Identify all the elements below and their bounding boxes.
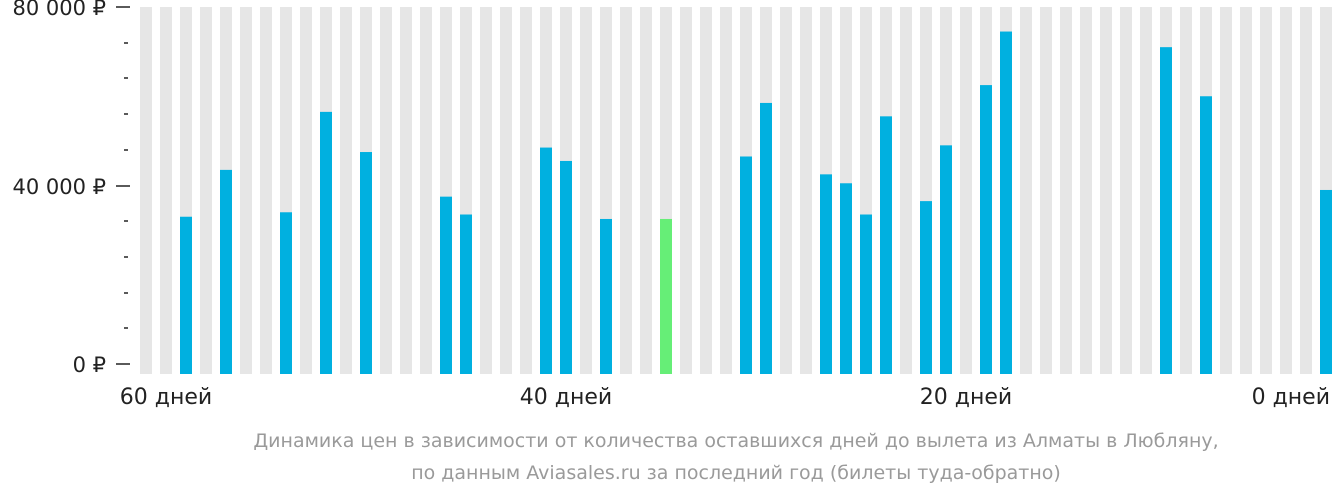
- background-bar: [700, 7, 712, 374]
- price-bar: [1000, 31, 1012, 374]
- x-tick-label: 40 дней: [520, 385, 612, 410]
- background-bar: [960, 7, 972, 374]
- price-bar: [180, 216, 192, 374]
- y-tick-label: 80 000 ₽: [12, 0, 106, 20]
- background-bar: [1060, 7, 1072, 374]
- background-bar: [1240, 7, 1252, 374]
- price-bar: [760, 102, 772, 374]
- price-bar: [600, 218, 612, 374]
- background-bar: [420, 7, 432, 374]
- background-bar: [300, 7, 312, 374]
- background-bar: [1080, 7, 1092, 374]
- price-bar: [840, 183, 852, 374]
- background-bar: [1300, 7, 1312, 374]
- price-bar: [860, 214, 872, 374]
- background-bar: [380, 7, 392, 374]
- price-bar: [1160, 47, 1172, 374]
- x-tick-label: 0 дней: [1252, 385, 1330, 410]
- background-bar: [1120, 7, 1132, 374]
- price-bars: [180, 31, 1332, 375]
- price-bar: [440, 196, 452, 374]
- background-bar: [1140, 7, 1152, 374]
- background-bar: [340, 7, 352, 374]
- background-bar: [200, 7, 212, 374]
- background-bar: [720, 7, 732, 374]
- x-tick-label: 20 дней: [920, 385, 1012, 410]
- background-bar: [1180, 7, 1192, 374]
- background-bar: [140, 7, 152, 374]
- background-bar: [1280, 7, 1292, 374]
- background-bar: [1020, 7, 1032, 374]
- y-tick-label: 0 ₽: [73, 353, 106, 377]
- price-bar: [740, 156, 752, 374]
- background-bar: [1220, 7, 1232, 374]
- x-axis: 60 дней 40 дней 20 дней 0 дней: [120, 385, 1330, 410]
- background-bar: [480, 7, 492, 374]
- chart-caption-line-1: Динамика цен в зависимости от количества…: [253, 430, 1219, 452]
- price-bar: [280, 212, 292, 374]
- background-bar: [900, 7, 912, 374]
- background-bar: [500, 7, 512, 374]
- price-bar-highlight: [660, 218, 672, 374]
- price-bar: [320, 111, 332, 375]
- price-bar: [1320, 189, 1332, 374]
- background-bar: [520, 7, 532, 374]
- background-bar: [1040, 7, 1052, 374]
- background-bar: [580, 7, 592, 374]
- chart-caption-line-2: по данным Aviasales.ru за последний год …: [411, 462, 1061, 484]
- y-tick-label: 40 000 ₽: [12, 175, 106, 199]
- price-bar: [1200, 96, 1212, 374]
- background-bar: [160, 7, 172, 374]
- price-bar: [460, 214, 472, 374]
- y-axis: 80 000 ₽ 40 000 ₽ 0 ₽: [12, 0, 130, 377]
- price-bar: [880, 116, 892, 375]
- price-bar: [220, 169, 232, 374]
- background-bar: [800, 7, 812, 374]
- price-bar: [980, 85, 992, 374]
- price-bar: [920, 201, 932, 374]
- background-bar: [780, 7, 792, 374]
- price-bar: [360, 152, 372, 374]
- price-bar: [940, 145, 952, 374]
- background-bars: [140, 7, 1332, 374]
- background-bar: [1260, 7, 1272, 374]
- x-tick-label: 60 дней: [120, 385, 212, 410]
- background-bar: [240, 7, 252, 374]
- background-bar: [400, 7, 412, 374]
- background-bar: [620, 7, 632, 374]
- background-bar: [640, 7, 652, 374]
- background-bar: [1100, 7, 1112, 374]
- price-bar: [540, 147, 552, 374]
- background-bar: [680, 7, 692, 374]
- price-bar: [820, 174, 832, 374]
- price-bar: [560, 160, 572, 374]
- background-bar: [260, 7, 272, 374]
- price-dynamics-chart: 80 000 ₽ 40 000 ₽ 0 ₽ 60 дней 40 дней 20 дне…: [12, 0, 1332, 410]
